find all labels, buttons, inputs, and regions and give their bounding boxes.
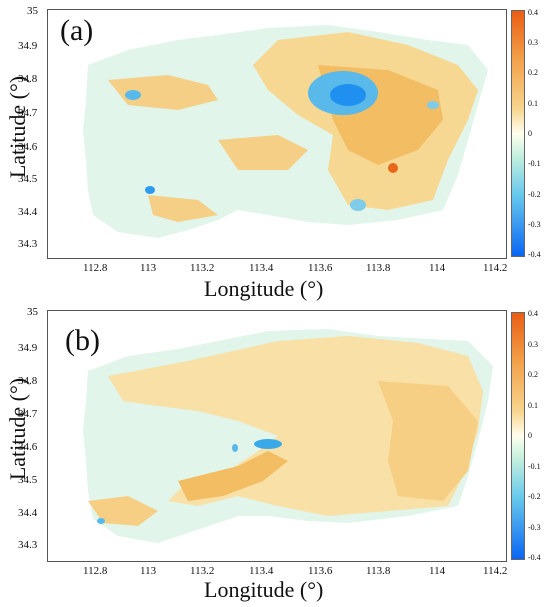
ytick-b-6: 34.4 [18,507,38,519]
positive-zone-b3 [178,451,288,501]
negative-zone-b1 [254,439,282,449]
ylabel-a: Latitude (°) [5,75,30,179]
xtick-a-4: 113.6 [308,262,333,274]
ytick-b-1: 34.9 [18,342,38,354]
positive-zone-b1 [108,336,483,516]
cb-b-7: -0.3 [528,523,541,532]
ytick-a-0: 35 [27,5,38,17]
ytick-a-3: 34.7 [18,107,38,119]
cb-b-8: -0.4 [528,553,541,562]
xlabel-b: Longitude (°) [204,577,324,602]
cb-a-6: -0.2 [528,190,541,199]
ylabel-b: Latitude (°) [5,377,30,481]
colorbar-b [511,312,525,560]
map-panel-a: 35 34.9 34.8 34.7 34.6 34.5 34.4 34.3 11… [5,5,541,301]
cb-a-2: 0.2 [528,68,538,77]
map-region-a [83,25,488,238]
ytick-b-0: 35 [27,306,38,318]
ytick-a-7: 34.3 [18,238,38,250]
negative-zone-b2 [232,444,238,452]
ytick-b-2: 34.8 [18,375,38,387]
xlabel-a: Longitude (°) [204,276,324,301]
ytick-a-2: 34.8 [18,73,38,85]
panel-tag-b: (b) [65,324,100,357]
xtick-b-5: 113.8 [366,565,391,577]
cb-b-3: 0.1 [528,401,538,410]
cb-a-7: -0.3 [528,220,541,229]
cb-a-8: -0.4 [528,250,541,259]
ytick-a-1: 34.9 [18,40,38,52]
xtick-b-6: 114 [429,565,446,577]
map-frame-b [47,310,507,562]
map-frame-a [47,9,507,259]
map-panel-b: 35 34.9 34.8 34.7 34.6 34.5 34.4 34.3 11… [0,304,550,607]
positive-zone-a3 [108,75,218,110]
cb-a-3: 0.1 [528,99,538,108]
hotspot-a [388,163,398,173]
xtick-b-1: 113 [140,565,157,577]
positive-zone-a5 [148,195,218,222]
negative-zone-a1-core [330,84,366,106]
negative-zone-b3 [97,518,105,524]
xtick-a-0: 112.8 [83,262,108,274]
negative-zone-a4 [350,199,366,211]
map-region-b [83,329,493,543]
ytick-b-3: 34.7 [18,408,38,420]
cb-b-6: -0.2 [528,492,541,501]
ytick-b-7: 34.3 [18,539,38,551]
xtick-a-1: 113 [140,262,157,274]
negative-zone-a3 [145,186,155,194]
cb-a-4: 0 [528,129,532,138]
xtick-b-3: 113.4 [249,565,274,577]
ytick-a-4: 34.6 [18,141,38,153]
cb-b-4: 0 [528,431,532,440]
positive-zone-a4 [218,135,308,170]
positive-zone-b2 [378,381,478,501]
cb-a-5: -0.1 [528,159,541,168]
positive-zone-b4 [88,496,158,526]
xtick-b-2: 113.2 [190,565,215,577]
xtick-a-7: 114.2 [483,262,508,274]
xtick-a-5: 113.8 [366,262,391,274]
xtick-a-2: 113.2 [190,262,215,274]
ytick-a-5: 34.5 [18,173,38,185]
xtick-b-7: 114.2 [483,565,508,577]
panel-tag-a: (a) [60,14,94,47]
cb-b-0: 0.4 [528,309,538,318]
ytick-b-5: 34.5 [18,474,38,486]
xtick-a-3: 113.4 [249,262,274,274]
negative-zone-a5 [427,101,439,109]
xtick-b-0: 112.8 [83,565,108,577]
ytick-b-4: 34.6 [18,441,38,453]
negative-zone-a2 [125,90,141,100]
cb-a-1: 0.3 [528,38,538,47]
xtick-a-6: 114 [429,262,446,274]
ytick-a-6: 34.4 [18,206,38,218]
cb-b-2: 0.2 [528,370,538,379]
colorbar-a [511,10,525,257]
xtick-b-4: 113.6 [308,565,333,577]
cb-b-5: -0.1 [528,462,541,471]
cb-a-0: 0.4 [528,8,538,17]
cb-b-1: 0.3 [528,340,538,349]
